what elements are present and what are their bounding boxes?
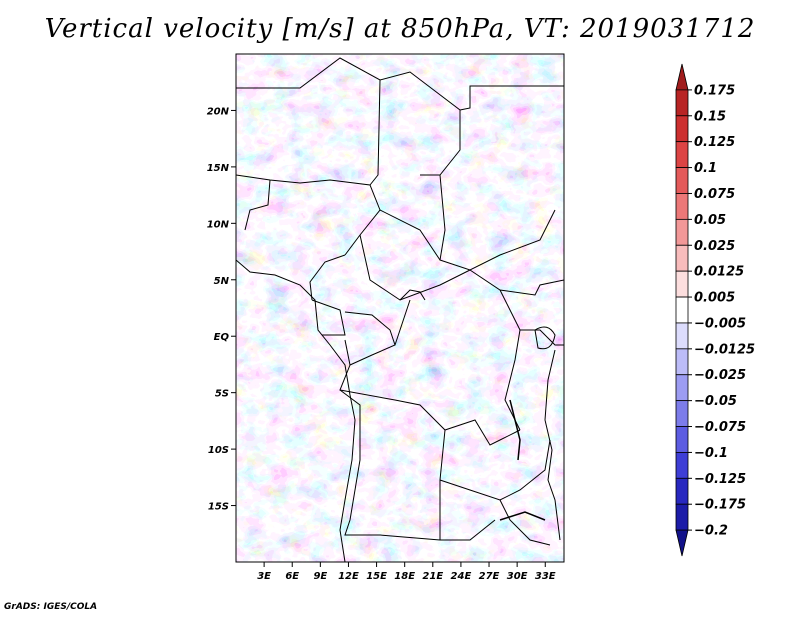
colorbar-label: 0.125: [694, 135, 735, 150]
colorbar-swatch: [675, 270, 689, 298]
latitude-ticks: 20N 15N 10N 5N EQ 5S 10S 15S: [207, 106, 236, 513]
lon-tick-label: 30E: [507, 571, 528, 582]
lat-tick-label: 15S: [208, 502, 229, 513]
lat-tick-label: 10N: [207, 219, 230, 230]
colorbar-triangle-bottom: [675, 529, 689, 557]
colorbar-swatch: [675, 477, 689, 505]
credit-text: GrADS: IGES/COLA: [4, 602, 98, 612]
lat-tick-label: EQ: [214, 332, 230, 343]
lon-tick-label: 33E: [535, 571, 556, 582]
lon-tick-label: 12E: [338, 571, 359, 582]
lat-tick-label: 15N: [207, 163, 230, 174]
colorbar-label: −0.125: [694, 472, 746, 487]
colorbar-swatch: [675, 322, 689, 350]
lat-tick-label: 20N: [207, 106, 230, 117]
colorbar-swatch: [675, 141, 689, 168]
lon-tick-label: 21E: [422, 571, 443, 582]
velocity-field: [236, 54, 564, 562]
longitude-ticks: 3E 6E 9E 12E 15E 18E 21E 24E 27E 30E 33E: [257, 562, 556, 582]
colorbar: 0.175 0.15 0.125 0.1 0.075 0.05 0.025 0.0125 0.0…: [675, 63, 755, 557]
country-borders: [236, 57, 564, 562]
colorbar-label: −0.025: [694, 368, 746, 383]
colorbar-label: 0.075: [694, 187, 735, 202]
lon-tick-label: 27E: [479, 571, 500, 582]
colorbar-swatch: [675, 348, 689, 376]
colorbar-swatch: [675, 452, 689, 479]
colorbar-label: 0.025: [694, 239, 735, 254]
colorbar-swatch: [675, 193, 689, 220]
lon-tick-label: 6E: [285, 571, 299, 582]
colorbar-label: −0.0125: [694, 342, 755, 357]
colorbar-label: −0.2: [694, 524, 728, 539]
colorbar-label: −0.075: [694, 420, 746, 435]
colorbar-swatch: [675, 244, 689, 272]
colorbar-label: 0.175: [694, 83, 735, 98]
lon-tick-label: 9E: [313, 571, 327, 582]
colorbar-swatch: [675, 218, 689, 246]
lat-tick-label: 10S: [208, 445, 229, 456]
colorbar-label: 0.1: [694, 161, 717, 176]
lat-tick-label: 5N: [214, 276, 230, 287]
colorbar-label: −0.05: [694, 394, 737, 409]
colorbar-swatch: [675, 374, 689, 402]
colorbar-swatch: [675, 400, 689, 427]
colorbar-label: −0.1: [694, 446, 728, 461]
colorbar-label: 0.05: [694, 213, 726, 228]
colorbar-label: 0.005: [694, 291, 735, 306]
lon-tick-label: 18E: [394, 571, 415, 582]
colorbar-swatch: [675, 89, 689, 117]
lon-tick-label: 15E: [366, 571, 387, 582]
colorbar-label: −0.005: [694, 316, 746, 331]
colorbar-swatch: [675, 296, 689, 324]
colorbar-swatch: [675, 503, 689, 531]
colorbar-swatch: [675, 426, 689, 453]
colorbar-label: 0.15: [694, 109, 726, 124]
lon-tick-label: 24E: [451, 571, 472, 582]
colorbar-swatch: [675, 167, 689, 194]
colorbar-label: 0.0125: [694, 265, 744, 280]
chart-title: Vertical velocity [m/s] at 850hPa, VT: 2…: [44, 14, 756, 44]
lon-tick-label: 3E: [257, 571, 271, 582]
colorbar-label: −0.175: [694, 498, 746, 513]
plot-frame: [235, 53, 565, 563]
lat-tick-label: 5S: [215, 389, 229, 400]
colorbar-swatch: [675, 115, 689, 143]
colorbar-triangle-top: [675, 63, 689, 91]
